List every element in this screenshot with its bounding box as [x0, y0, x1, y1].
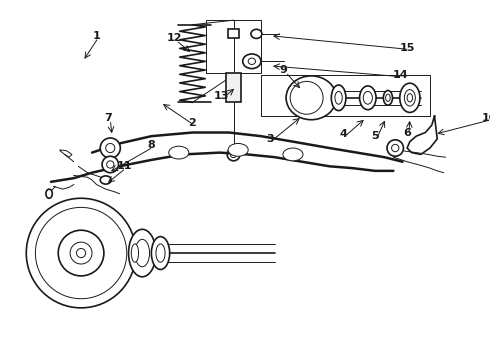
Ellipse shape	[386, 94, 390, 102]
Circle shape	[100, 138, 121, 158]
Circle shape	[290, 81, 323, 114]
Ellipse shape	[169, 146, 189, 159]
Circle shape	[107, 161, 114, 168]
Ellipse shape	[128, 229, 156, 277]
Polygon shape	[407, 116, 437, 154]
Text: 15: 15	[399, 42, 415, 53]
Ellipse shape	[100, 176, 111, 184]
Text: 9: 9	[280, 66, 288, 75]
Ellipse shape	[243, 54, 261, 69]
Text: 12: 12	[167, 33, 182, 44]
Text: 5: 5	[371, 131, 379, 141]
Bar	[261, 75, 430, 116]
Ellipse shape	[156, 244, 165, 262]
Circle shape	[76, 248, 86, 258]
Text: 4: 4	[339, 129, 347, 139]
Text: 1: 1	[93, 31, 100, 41]
Ellipse shape	[228, 144, 248, 156]
Ellipse shape	[151, 237, 170, 270]
Ellipse shape	[230, 151, 237, 158]
Circle shape	[106, 144, 115, 153]
Ellipse shape	[286, 76, 336, 120]
Text: 14: 14	[393, 70, 409, 80]
Circle shape	[392, 144, 399, 152]
Bar	[206, 20, 261, 73]
Ellipse shape	[251, 29, 262, 39]
Ellipse shape	[360, 86, 376, 110]
Ellipse shape	[131, 244, 139, 262]
Ellipse shape	[248, 58, 255, 64]
Text: 11: 11	[116, 161, 132, 171]
Text: 3: 3	[266, 134, 274, 144]
Ellipse shape	[383, 90, 392, 105]
Circle shape	[387, 140, 403, 156]
Ellipse shape	[363, 91, 372, 104]
Ellipse shape	[404, 90, 416, 106]
Ellipse shape	[335, 91, 342, 104]
Text: 7: 7	[104, 113, 112, 123]
Circle shape	[58, 230, 104, 276]
Ellipse shape	[283, 148, 303, 161]
Text: 10: 10	[482, 113, 490, 123]
Ellipse shape	[135, 239, 149, 267]
Circle shape	[102, 156, 119, 173]
Text: 6: 6	[403, 127, 411, 138]
Ellipse shape	[407, 94, 413, 102]
Bar	[228, 29, 239, 39]
Text: 13: 13	[214, 91, 229, 101]
Text: 8: 8	[147, 140, 155, 150]
Ellipse shape	[46, 189, 52, 198]
Ellipse shape	[400, 83, 420, 112]
Circle shape	[35, 207, 127, 299]
Circle shape	[26, 198, 136, 308]
Text: 2: 2	[189, 118, 196, 129]
Ellipse shape	[331, 85, 346, 111]
Bar	[226, 73, 241, 102]
Ellipse shape	[227, 148, 240, 161]
Circle shape	[70, 242, 92, 264]
